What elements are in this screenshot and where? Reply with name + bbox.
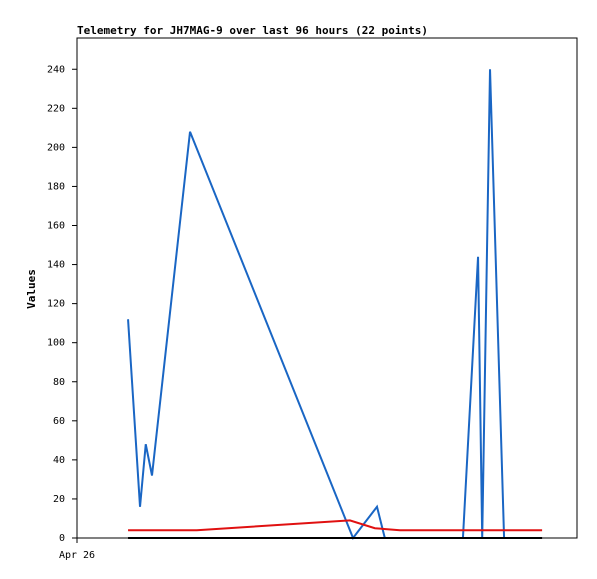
- y-tick-label: 140: [47, 260, 65, 271]
- y-tick-label: 160: [47, 221, 65, 232]
- x-tick-label: Apr 26: [59, 550, 95, 561]
- y-tick-label: 60: [53, 416, 65, 427]
- series-line: [127, 69, 506, 541]
- series-line: [128, 519, 543, 532]
- y-tick-label: 240: [47, 64, 65, 75]
- y-tick-label: 120: [47, 299, 65, 310]
- y-axis-label: Values: [25, 269, 38, 309]
- y-tick-label: 0: [59, 533, 65, 544]
- y-tick-label: 80: [53, 377, 65, 388]
- y-tick-label: 200: [47, 142, 65, 153]
- y-tick-label: 180: [47, 181, 65, 192]
- y-tick-label: 40: [53, 455, 65, 466]
- y-tick-label: 20: [53, 494, 65, 505]
- y-tick-label: 100: [47, 338, 65, 349]
- chart-title: Telemetry for JH7MAG-9 over last 96 hour…: [77, 24, 428, 37]
- y-tick-label: 220: [47, 103, 65, 114]
